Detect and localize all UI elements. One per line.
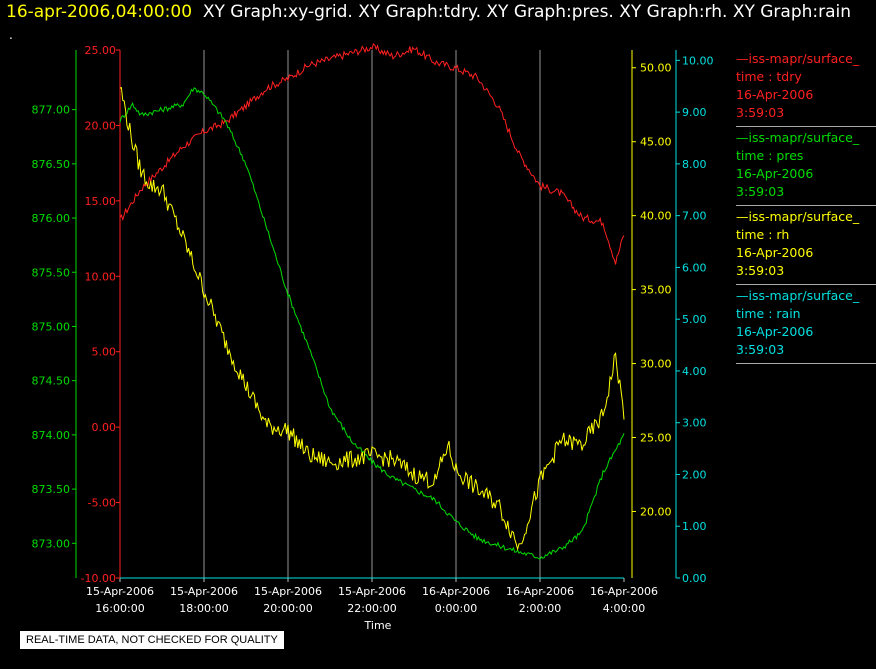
pres-tick-label: 874.00 xyxy=(32,429,71,442)
rh-tick-label: 40.00 xyxy=(640,210,672,223)
rh-tick-label: 35.00 xyxy=(640,284,672,297)
rain-tick-label: 0.00 xyxy=(682,572,707,585)
rain-tick-label: 4.00 xyxy=(682,365,707,378)
series-lines xyxy=(119,43,625,579)
x-axis-label: Time xyxy=(364,619,392,632)
rh-tick-label: 25.00 xyxy=(640,431,672,444)
rh-series-line xyxy=(119,86,625,552)
legend-time: 3:59:03 xyxy=(736,105,785,120)
rain-tick-label: 8.00 xyxy=(682,158,707,171)
x-tick-label-time: 22:00:00 xyxy=(347,602,396,615)
legend-separator xyxy=(736,205,876,206)
legend-line: —iss-mapr/surface_ xyxy=(736,288,860,303)
x-tick-label-date: 16-Apr-2006 xyxy=(422,585,490,598)
rain-tick-label: 10.00 xyxy=(682,54,714,67)
pres-tick-label: 877.00 xyxy=(32,104,71,117)
legend-entry: —iss-mapr/surface_time : rh 16-Apr-2006 3:… xyxy=(736,208,876,285)
legend-entry: —iss-mapr/surface_time : pres 16-Apr-2006… xyxy=(736,129,876,206)
pres-tick-label: 875.50 xyxy=(32,266,71,279)
timestamp-title: 16-apr-2006,04:00:00 xyxy=(6,2,193,22)
legend-var: time : rh xyxy=(736,227,790,242)
pres-series-line xyxy=(119,87,625,560)
tdry-tick-label: 0.00 xyxy=(92,421,117,434)
pres-tick-label: 876.50 xyxy=(32,158,71,171)
x-tick-label-date: 15-Apr-2006 xyxy=(86,585,154,598)
tdry-tick-label: 10.00 xyxy=(85,270,117,283)
tdry-tick-label: 15.00 xyxy=(85,195,117,208)
tdry-tick-label: 20.00 xyxy=(85,119,117,132)
pres-tick-label: 873.50 xyxy=(32,483,71,496)
x-tick-label-time: 4:00:00 xyxy=(603,602,645,615)
quality-note: REAL-TIME DATA, NOT CHECKED FOR QUALITY xyxy=(20,631,284,649)
legend-entry: —iss-mapr/surface_time : rain 16-Apr-2006… xyxy=(736,287,876,364)
tdry-series-line xyxy=(119,43,625,265)
rain-tick-label: 3.00 xyxy=(682,417,707,430)
pres-tick-label: 874.50 xyxy=(32,375,71,388)
legend-time: 3:59:03 xyxy=(736,184,785,199)
pres-tick-label: 876.00 xyxy=(32,212,71,225)
legend-time: 3:59:03 xyxy=(736,263,785,278)
legend-var: time : rain xyxy=(736,306,801,321)
rain-tick-label: 1.00 xyxy=(682,520,707,533)
pres-tick-label: 873.00 xyxy=(32,537,71,550)
x-tick-label-time: 18:00:00 xyxy=(179,602,228,615)
x-tick-label-time: 20:00:00 xyxy=(263,602,312,615)
rain-tick-label: 6.00 xyxy=(682,261,707,274)
legend-date: 16-Apr-2006 xyxy=(736,87,814,102)
legend-separator xyxy=(736,126,876,127)
chart-title-bar: 16-apr-2006,04:00:00 XY Graph:xy-grid. X… xyxy=(6,2,851,22)
tdry-tick-label: -5.00 xyxy=(88,497,116,510)
graph-list-title: XY Graph:xy-grid. XY Graph:tdry. XY Grap… xyxy=(202,2,852,22)
axes: 15-Apr-2006 16:00:00 15-Apr-2006 18:00:00 15… xyxy=(32,44,714,615)
rh-tick-label: 50.00 xyxy=(640,62,672,75)
rh-tick-label: 45.00 xyxy=(640,136,672,149)
x-tick-label-date: 15-Apr-2006 xyxy=(338,585,406,598)
rain-tick-label: 7.00 xyxy=(682,210,707,223)
legend-date: 16-Apr-2006 xyxy=(736,324,814,339)
x-tick-label-time: 0:00:00 xyxy=(435,602,477,615)
legend-var: time : tdry xyxy=(736,69,802,84)
tdry-tick-label: 5.00 xyxy=(92,346,117,359)
legend-line: —iss-mapr/surface_ xyxy=(736,130,860,145)
x-tick-label-time: 2:00:00 xyxy=(519,602,561,615)
legend-separator xyxy=(736,363,876,364)
rain-tick-label: 5.00 xyxy=(682,313,707,326)
legend: —iss-mapr/surface_ time : tdry 16-Apr-2006… xyxy=(736,50,876,366)
legend-date: 16-Apr-2006 xyxy=(736,166,814,181)
legend-var: time : pres xyxy=(736,148,804,163)
legend-entry: —iss-mapr/surface_time : tdry 16-Apr-2006… xyxy=(736,50,876,127)
rh-tick-label: 30.00 xyxy=(640,358,672,371)
x-tick-label-date: 15-Apr-2006 xyxy=(254,585,322,598)
legend-time: 3:59:03 xyxy=(736,342,785,357)
rh-tick-label: 20.00 xyxy=(640,505,672,518)
legend-line: —iss-mapr/surface_ xyxy=(736,51,860,66)
x-grid-lines xyxy=(203,50,541,578)
legend-separator xyxy=(736,284,876,285)
tdry-tick-label: 25.00 xyxy=(85,44,117,57)
pres-tick-label: 875.00 xyxy=(32,320,71,333)
legend-date: 16-Apr-2006 xyxy=(736,245,814,260)
rain-tick-label: 9.00 xyxy=(682,106,707,119)
marker-dot: . xyxy=(9,28,13,42)
rain-tick-label: 2.00 xyxy=(682,468,707,481)
x-tick-label-time: 16:00:00 xyxy=(95,602,144,615)
x-tick-label-date: 16-Apr-2006 xyxy=(506,585,574,598)
legend-line: —iss-mapr/surface_ xyxy=(736,209,860,224)
tdry-tick-label: -10.00 xyxy=(81,572,116,585)
x-tick-label-date: 16-Apr-2006 xyxy=(590,585,658,598)
x-tick-label-date: 15-Apr-2006 xyxy=(170,585,238,598)
